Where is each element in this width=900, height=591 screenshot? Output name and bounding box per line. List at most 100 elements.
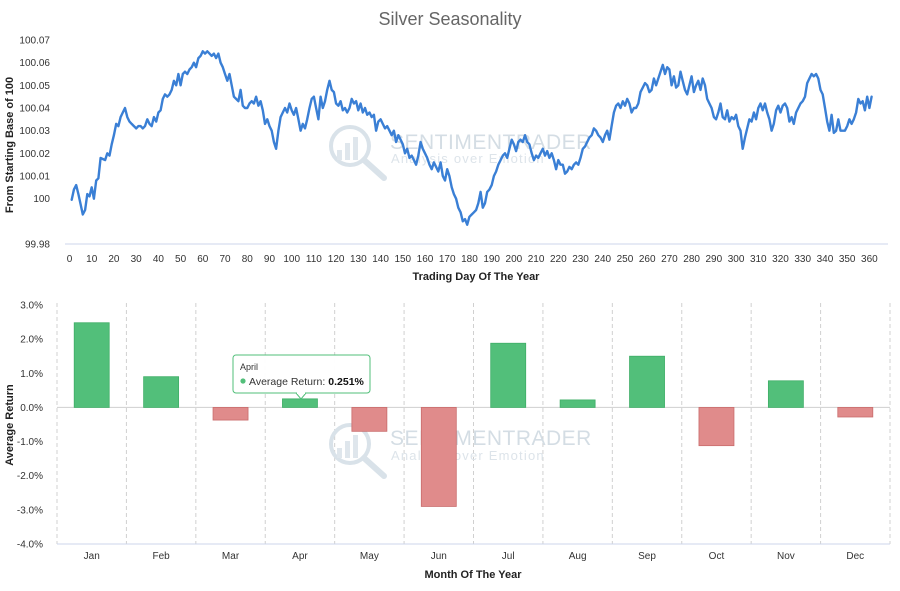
- top-y-tick-label: 100.04: [19, 104, 50, 115]
- bottom-y-axis-title: Average Return: [4, 384, 16, 466]
- bar-may[interactable]: [351, 407, 388, 432]
- top-y-axis-ticks: 99.98 100 100.01 100.02 100.03 100.04 100.05 10…: [19, 36, 50, 251]
- top-x-tick-label: 210: [528, 254, 545, 265]
- chart-title: Silver Seasonality: [378, 9, 521, 29]
- top-line-chart: Silver Seasonality SENTIMENTRADER Analys…: [4, 9, 888, 283]
- top-x-tick-label: 20: [108, 254, 120, 265]
- bar-dec[interactable]: [837, 407, 874, 418]
- bar-jun[interactable]: [420, 407, 457, 507]
- bottom-x-tick-label: Aug: [569, 551, 587, 562]
- top-x-axis-ticks: 0 10 20 30 40 50 60 70 80 90 100 110 120 130 140 150 160…: [67, 254, 878, 265]
- bottom-x-axis-ticks: Jan Feb Mar Apr May Jun Jul Aug Sep Oct Nov Dec: [84, 551, 865, 562]
- bottom-month-dividers: [56, 303, 891, 544]
- bottom-x-tick-label: Dec: [846, 551, 864, 562]
- bottom-bar-chart: SENTIMENTRADER Analysis over Emotion 3.0…: [4, 301, 891, 581]
- top-x-tick-label: 100: [283, 254, 300, 265]
- top-y-tick-label: 100.03: [19, 126, 50, 137]
- bottom-x-tick-label: Apr: [292, 551, 308, 562]
- bar-sep[interactable]: [629, 355, 665, 408]
- top-x-tick-label: 340: [817, 254, 834, 265]
- watermark-magnifier-handle: [361, 157, 387, 181]
- bar-feb[interactable]: [143, 376, 180, 408]
- top-x-tick-label: 330: [794, 254, 811, 265]
- top-x-tick-label: 200: [506, 254, 523, 265]
- bottom-x-tick-label: Feb: [153, 551, 171, 562]
- top-x-tick-label: 250: [617, 254, 634, 265]
- bottom-x-tick-label: May: [360, 551, 379, 562]
- top-x-tick-label: 240: [594, 254, 611, 265]
- bar-tooltip: April Average Return: 0.251%: [232, 354, 371, 400]
- bottom-y-tick-label: -4.0%: [17, 540, 43, 551]
- top-y-tick-label: 100.05: [19, 81, 50, 92]
- top-y-tick-label: 100.07: [19, 36, 50, 47]
- top-x-tick-label: 360: [861, 254, 878, 265]
- tooltip-value: 0.251%: [328, 376, 364, 388]
- top-x-tick-label: 290: [706, 254, 723, 265]
- bottom-x-tick-label: Oct: [709, 551, 725, 562]
- top-y-axis-title: From Starting Base of 100: [4, 77, 16, 213]
- top-x-tick-label: 310: [750, 254, 767, 265]
- top-x-tick-label: 270: [661, 254, 678, 265]
- top-y-tick-label: 100.02: [19, 149, 50, 160]
- top-x-tick-label: 90: [264, 254, 276, 265]
- top-x-tick-label: 60: [197, 254, 209, 265]
- bar-mar[interactable]: [212, 407, 249, 421]
- series-line[interactable]: [70, 50, 873, 226]
- top-x-tick-label: 180: [461, 254, 478, 265]
- top-x-tick-label: 160: [417, 254, 434, 265]
- bottom-x-tick-label: Jul: [502, 551, 515, 562]
- tooltip-label: Average Return:: [249, 376, 325, 388]
- top-y-tick-label: 100: [33, 194, 50, 205]
- top-y-tick-label: 100.06: [19, 58, 50, 69]
- top-x-tick-label: 80: [242, 254, 254, 265]
- tooltip-pointer: [295, 392, 307, 400]
- top-x-tick-label: 0: [67, 254, 73, 265]
- top-x-tick-label: 140: [372, 254, 389, 265]
- tooltip-pointer-mask: [297, 391, 305, 394]
- bottom-x-tick-label: Jan: [84, 551, 100, 562]
- tooltip-series-dot-icon: [240, 378, 246, 384]
- top-x-tick-label: 40: [153, 254, 165, 265]
- top-x-tick-label: 110: [306, 254, 322, 265]
- bar-jul[interactable]: [490, 342, 527, 408]
- watermark-bottom: SENTIMENTRADER Analysis over Emotion: [329, 423, 592, 479]
- tooltip-title: April: [240, 362, 258, 372]
- bottom-y-tick-label: -3.0%: [17, 505, 43, 516]
- bar-nov[interactable]: [767, 380, 804, 408]
- bottom-y-axis-ticks: 3.0% 2.0% 1.0% 0.0% -1.0% -2.0% -3.0% -4.0%: [17, 301, 43, 551]
- bottom-y-tick-label: 0.0%: [20, 403, 43, 414]
- top-x-tick-label: 350: [839, 254, 856, 265]
- bar-jan[interactable]: [73, 322, 110, 408]
- top-x-tick-label: 260: [639, 254, 656, 265]
- bottom-x-tick-label: Mar: [222, 551, 240, 562]
- top-x-tick-label: 220: [550, 254, 567, 265]
- watermark-text: SENTIMENTRADER: [390, 427, 592, 450]
- watermark-bar-icon: [337, 150, 342, 160]
- bar-oct[interactable]: [698, 407, 735, 447]
- bar-aug[interactable]: [559, 399, 596, 408]
- watermark-bar-icon: [337, 448, 342, 458]
- bottom-y-tick-label: -2.0%: [17, 471, 43, 482]
- top-x-axis-title: Trading Day Of The Year: [413, 271, 541, 283]
- top-x-tick-label: 170: [439, 254, 456, 265]
- top-x-tick-label: 190: [483, 254, 500, 265]
- watermark-bar-icon: [353, 137, 358, 160]
- bottom-y-tick-label: -1.0%: [17, 437, 43, 448]
- top-x-tick-label: 10: [86, 254, 98, 265]
- watermark-bar-icon: [345, 441, 350, 458]
- top-x-tick-label: 280: [683, 254, 700, 265]
- bottom-y-tick-label: 2.0%: [20, 335, 43, 346]
- bottom-y-tick-label: 1.0%: [20, 369, 43, 380]
- watermark-top: SENTIMENTRADER Analysis over Emotion: [329, 125, 592, 181]
- watermark-bar-icon: [345, 143, 350, 160]
- bar-apr[interactable]: [282, 398, 318, 408]
- top-x-tick-label: 120: [328, 254, 345, 265]
- bottom-y-tick-label: 3.0%: [20, 301, 43, 312]
- bottom-bars: [73, 322, 874, 507]
- top-x-tick-label: 150: [394, 254, 411, 265]
- watermark-subtext: Analysis over Emotion: [391, 448, 545, 463]
- top-x-tick-label: 70: [219, 254, 231, 265]
- watermark-text: SENTIMENTRADER: [390, 131, 592, 154]
- bottom-x-tick-label: Sep: [638, 551, 656, 562]
